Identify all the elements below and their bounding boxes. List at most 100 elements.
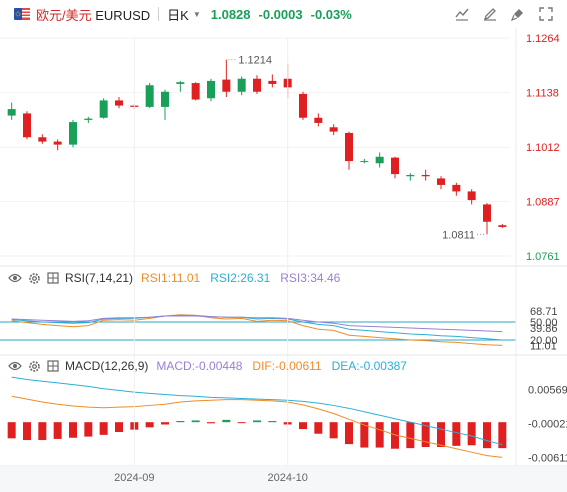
macd-histogram-bar <box>299 422 307 430</box>
macd-histogram-bar <box>237 422 246 424</box>
candle-body <box>498 225 507 227</box>
candle-body <box>99 100 108 118</box>
dea-line <box>11 376 503 446</box>
macd-histogram-bar <box>207 422 215 424</box>
candle-body <box>391 157 399 175</box>
candle-body <box>375 156 384 164</box>
chart-line-icon <box>455 8 469 21</box>
macd-histogram-bar <box>23 422 31 441</box>
candle-body <box>483 204 491 222</box>
price-axis-tick: 1.1138 <box>526 88 559 100</box>
candle-body <box>452 184 461 192</box>
price-axis-tick: 1.1264 <box>526 33 560 45</box>
symbol-code: EURUSD <box>95 7 151 23</box>
period-label: 日K <box>167 7 189 23</box>
macd-value: MACD:-0.00448 <box>156 359 243 373</box>
macd-histogram-bar <box>345 422 353 445</box>
macd-histogram-bar <box>253 420 261 423</box>
candle-body <box>268 80 277 84</box>
gear-icon[interactable] <box>27 359 41 373</box>
macd-axis-tick: -0.00021 <box>528 418 567 430</box>
candle-body <box>467 191 476 201</box>
gear-icon[interactable] <box>27 271 41 285</box>
rsi-axis-tick: 50.00 <box>530 317 558 329</box>
table-icon[interactable] <box>46 271 60 285</box>
candle-body <box>237 78 246 92</box>
candle-body <box>23 113 31 138</box>
fullscreen-button[interactable] <box>535 5 557 23</box>
dea-value: DEA:-0.00387 <box>331 359 407 373</box>
macd-histogram-bar <box>421 422 430 447</box>
macd-histogram-bar <box>406 422 415 449</box>
rsi1-value: RSI1:11.01 <box>141 271 201 285</box>
rsi-axis-tick: 68.71 <box>530 306 558 318</box>
rsi-series-line-2 <box>11 314 503 341</box>
time-axis-bar <box>0 466 567 492</box>
rsi-series-line-3 <box>11 315 503 333</box>
macd-histogram-bar <box>145 422 154 428</box>
rsi-axis-tick: 11.01 <box>530 340 557 352</box>
high-price-annotation: 1.1214 <box>238 55 272 67</box>
macd-histogram-bar <box>268 421 277 423</box>
table-icon[interactable] <box>46 359 60 373</box>
macd-histogram-bar <box>53 422 62 439</box>
symbol-cn: 欧元/美元 <box>36 7 92 23</box>
candle-body <box>161 91 169 107</box>
candle-body <box>329 127 338 132</box>
rsi-axis-tick: 20.00 <box>530 335 558 347</box>
candle-body <box>406 174 415 177</box>
eye-icon[interactable] <box>8 359 22 373</box>
draw-tool-button[interactable] <box>479 5 501 23</box>
candle-body <box>115 100 123 106</box>
indicator-tool-button[interactable] <box>451 5 473 23</box>
candle-body <box>191 83 200 100</box>
chart-header: 欧元/美元 EURUSD 日K ▼ 1.0828 -0.0003 -0.03% <box>0 0 567 28</box>
macd-histogram-bar <box>467 422 476 446</box>
chevron-down-icon: ▼ <box>192 9 201 19</box>
dif-line <box>11 395 503 458</box>
macd-histogram-bar <box>391 422 399 449</box>
last-price: 1.0828 <box>210 6 251 22</box>
macd-histogram-bar <box>115 422 123 432</box>
macd-name: MACD(12,26,9) <box>65 359 149 373</box>
macd-histogram-bar <box>7 422 16 439</box>
candle-body <box>145 85 154 107</box>
rsi2-value: RSI2:26.31 <box>210 271 271 285</box>
macd-histogram-bar <box>191 420 200 423</box>
rsi3-value: RSI3:34.46 <box>280 271 341 285</box>
candle-body <box>222 79 231 92</box>
candle-body <box>176 82 185 84</box>
brush-tool-button[interactable] <box>507 5 529 23</box>
candle-body <box>345 132 353 162</box>
macd-histogram-bar <box>38 422 47 441</box>
macd-histogram-bar <box>437 422 445 447</box>
candle-body <box>360 161 369 163</box>
macd-header: MACD(12,26,9) MACD:-0.00448 DIF:-0.00611… <box>8 358 417 374</box>
candle-body <box>84 118 93 120</box>
header-divider <box>158 7 160 21</box>
symbol-label[interactable]: 欧元/美元 EURUSD <box>36 5 150 24</box>
period-selector[interactable]: 日K ▼ <box>167 5 201 24</box>
macd-histogram-bar <box>498 422 507 449</box>
macd-histogram-bar <box>483 422 491 449</box>
macd-axis-tick: -0.00611 <box>528 452 567 464</box>
eye-icon[interactable] <box>8 271 22 285</box>
macd-histogram-bar <box>69 422 77 438</box>
low-price-annotation: 1.0811 <box>442 229 475 241</box>
macd-histogram-bar <box>99 422 108 435</box>
macd-histogram-bar <box>360 422 369 448</box>
time-axis-tick: 2024-10 <box>267 472 307 484</box>
price-axis-tick: 1.0887 <box>526 196 560 208</box>
price-axis-tick: 1.1012 <box>526 142 560 154</box>
time-axis-tick: 2024-09 <box>114 472 154 484</box>
fullscreen-icon <box>539 7 553 21</box>
candle-body <box>253 78 261 92</box>
macd-histogram-bar <box>375 422 384 448</box>
candle-body <box>69 122 77 145</box>
macd-histogram-bar <box>329 422 338 439</box>
brush-icon <box>511 9 523 21</box>
macd-histogram-bar <box>176 421 185 423</box>
price-change: -0.0003 <box>258 6 303 22</box>
candle-body <box>7 109 16 116</box>
